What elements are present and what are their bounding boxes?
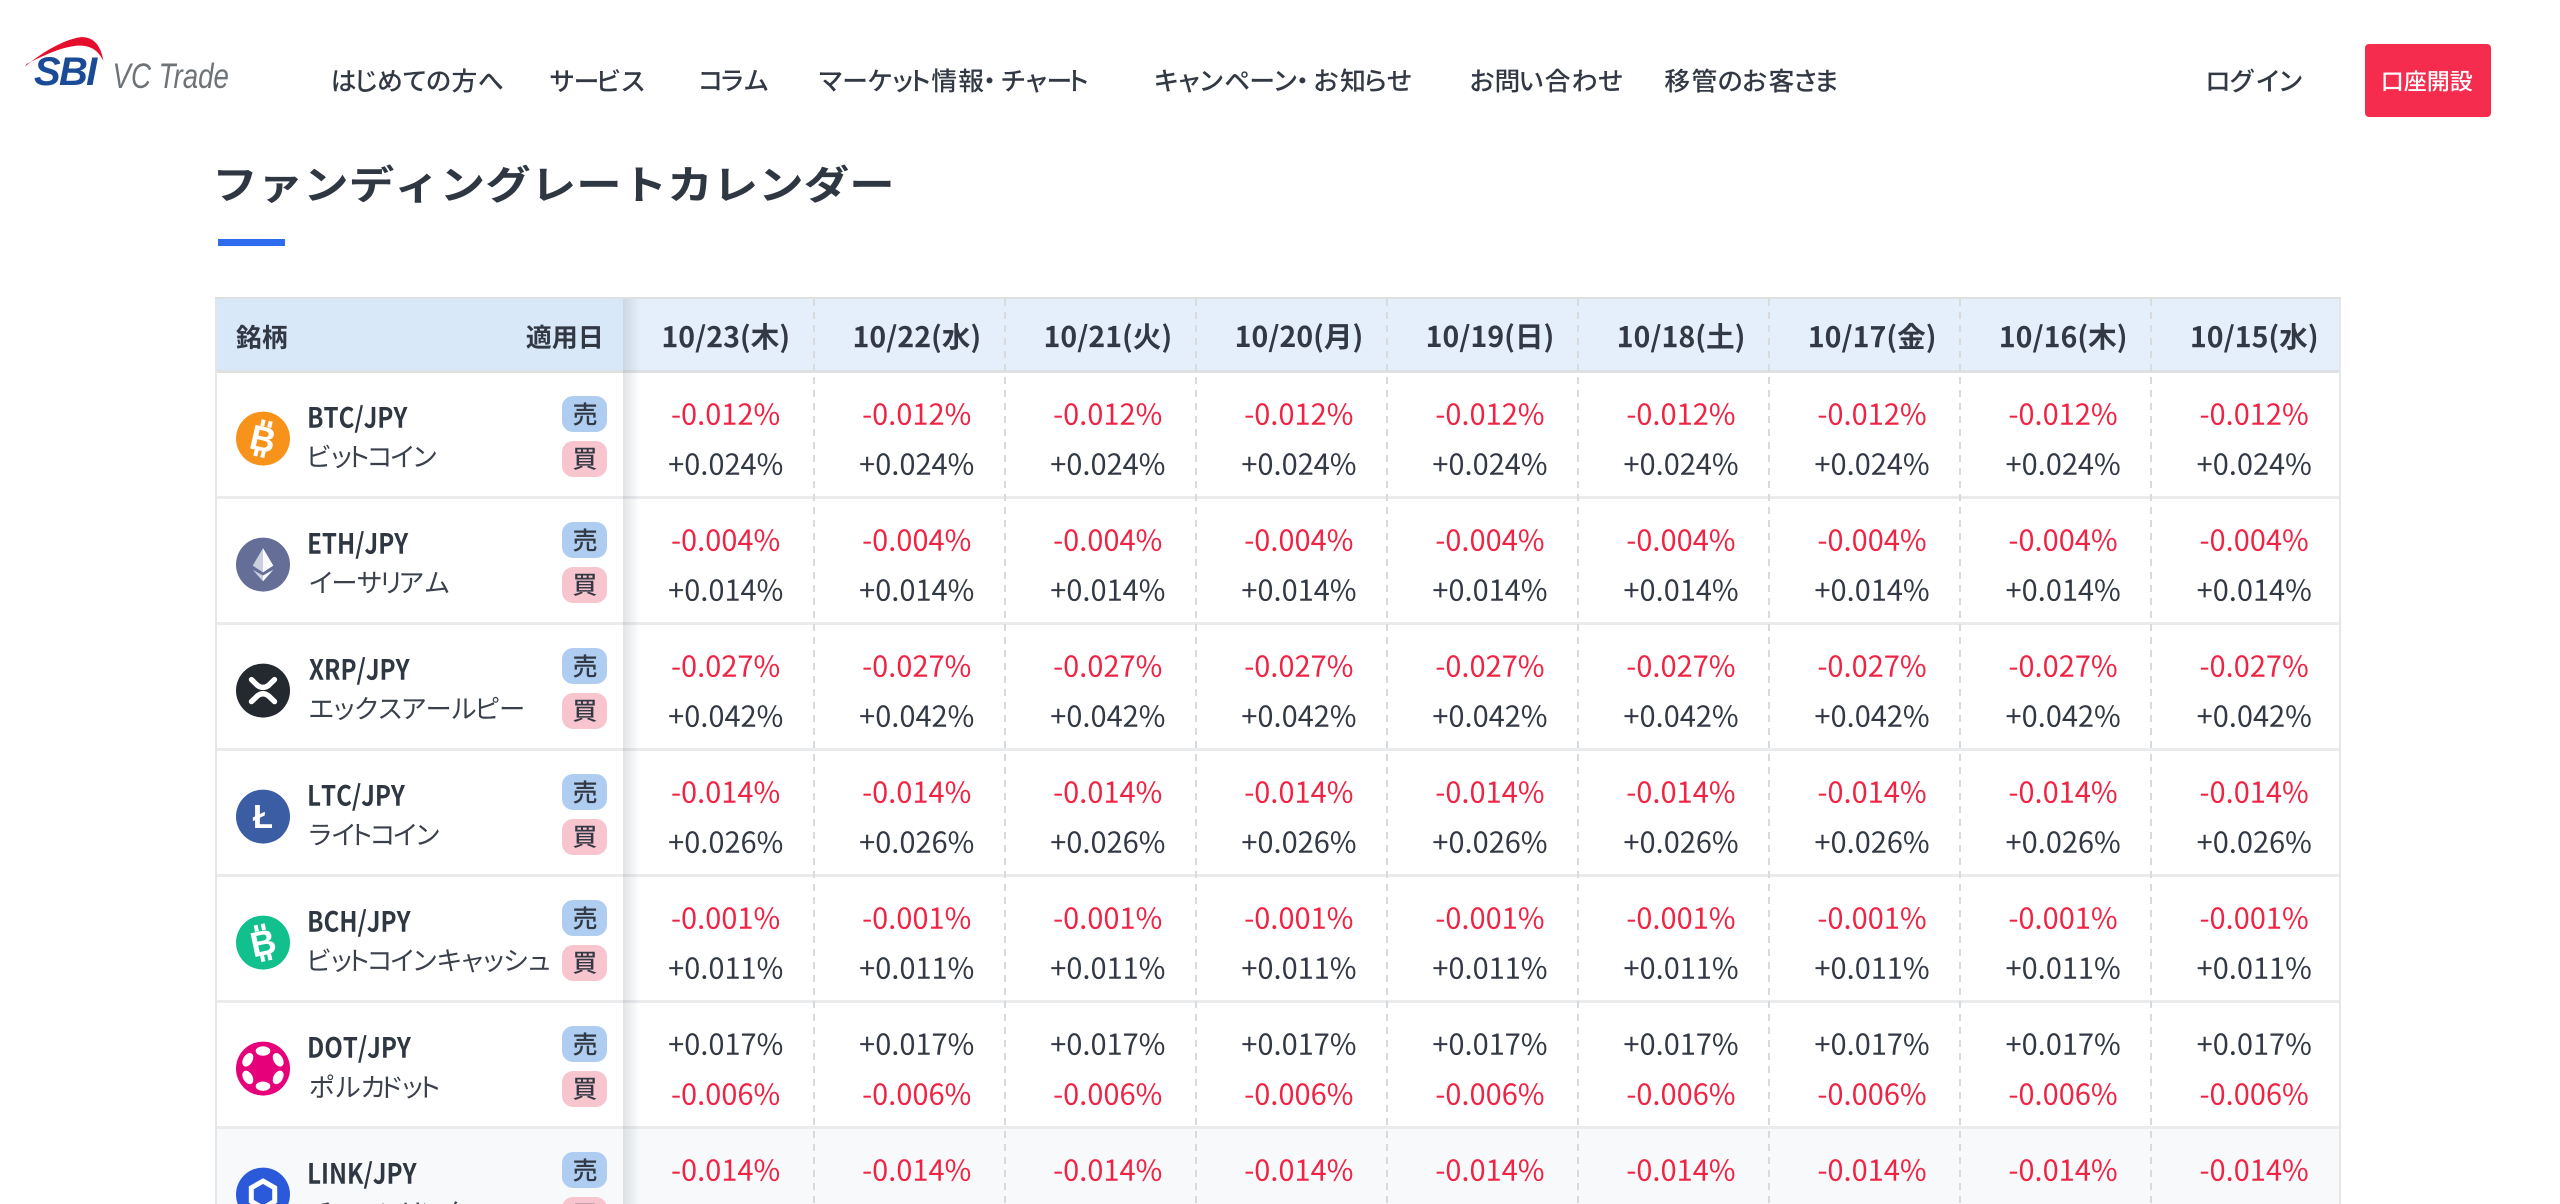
svg-text:VC Trade: VC Trade bbox=[113, 56, 229, 96]
svg-text:Ł: Ł bbox=[253, 798, 273, 835]
svg-text:SBI: SBI bbox=[34, 50, 98, 94]
